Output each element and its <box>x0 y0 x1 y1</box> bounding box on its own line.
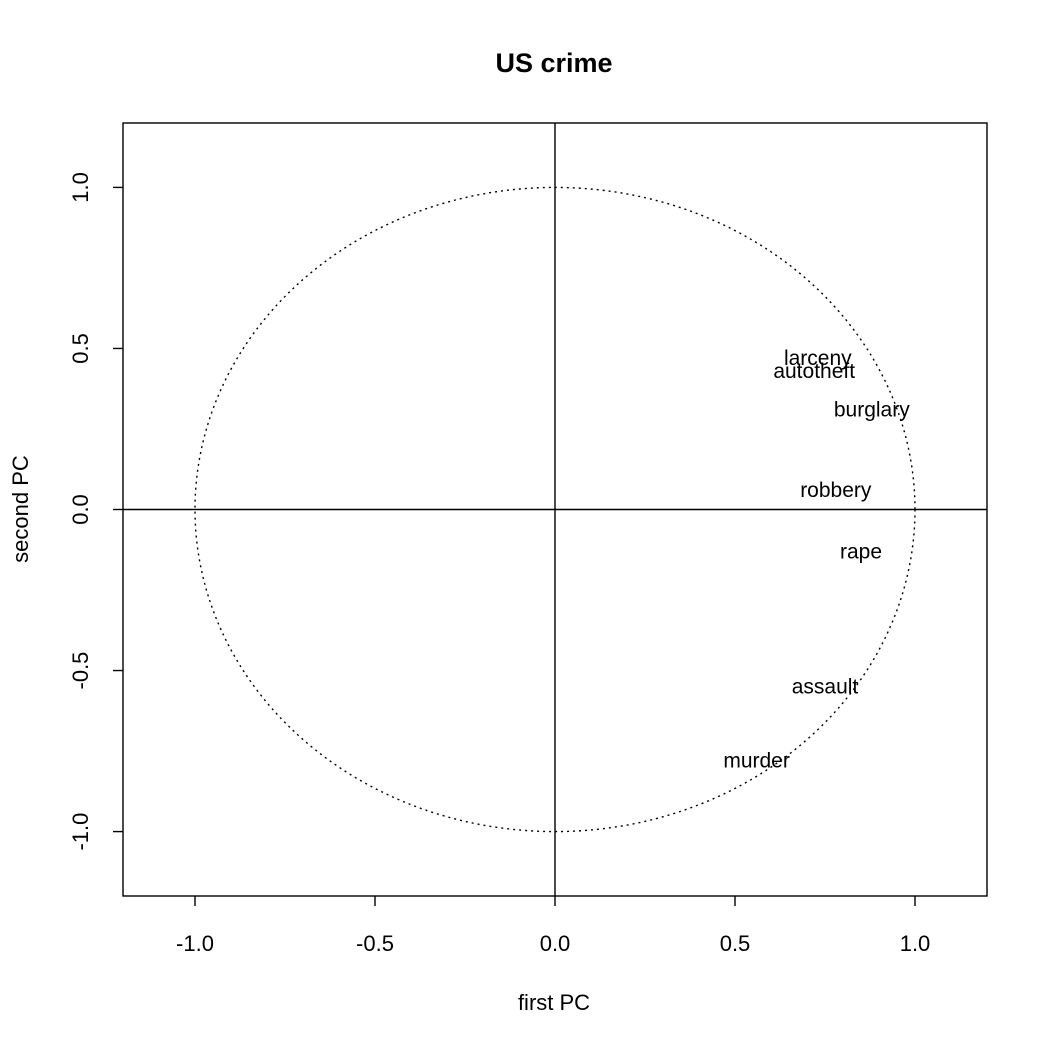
point-label-assault: assault <box>792 676 859 699</box>
x-axis-label: first PC <box>518 990 590 1015</box>
x-tick-label: 1.0 <box>900 931 931 956</box>
y-tick-label: -1.0 <box>68 813 93 851</box>
x-tick-label: 0.5 <box>720 931 751 956</box>
x-tick-label: -0.5 <box>356 931 394 956</box>
y-tick-label: -0.5 <box>68 652 93 690</box>
point-label-larceny: larceny <box>784 347 852 370</box>
point-label-rape: rape <box>840 540 882 563</box>
point-label-robbery: robbery <box>800 479 872 502</box>
x-axis: -1.0 -0.5 0.0 0.5 1.0 <box>176 896 930 956</box>
chart-title: US crime <box>495 48 612 78</box>
point-label-autotheft: autotheft <box>773 360 855 383</box>
y-axis-label: second PC <box>8 455 33 563</box>
point-label-burglary: burglary <box>834 399 910 422</box>
point-label-murder: murder <box>723 750 790 773</box>
y-tick-label: 0.5 <box>68 333 93 364</box>
x-tick-label: 0.0 <box>540 931 571 956</box>
x-tick-label: -1.0 <box>176 931 214 956</box>
y-axis: -1.0 -0.5 0.0 0.5 1.0 <box>68 172 123 851</box>
y-tick-label: 1.0 <box>68 172 93 203</box>
y-tick-label: 0.0 <box>68 494 93 525</box>
